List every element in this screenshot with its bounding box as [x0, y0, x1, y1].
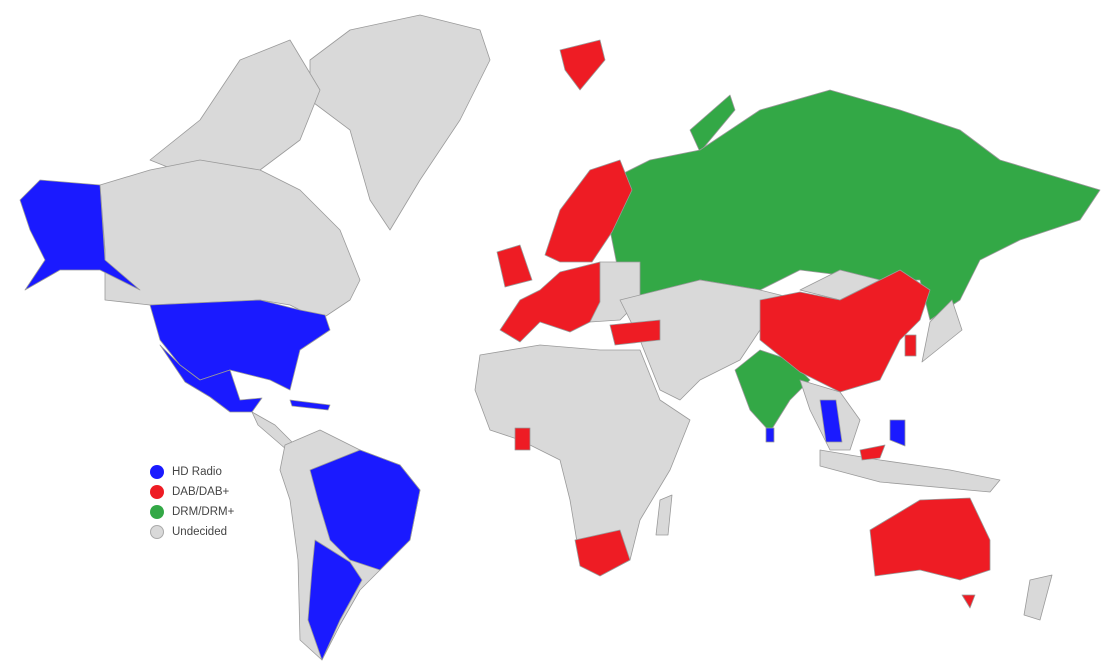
drm-swatch-icon: [150, 505, 164, 519]
region-brunei-malaysia: [859, 444, 886, 461]
region-caribbean: [289, 399, 331, 411]
region-south-africa: [574, 529, 631, 577]
region-philippines: [889, 419, 906, 447]
hd-radio-swatch-icon: [150, 465, 164, 479]
region-madagascar: [655, 494, 673, 536]
region-indonesia: [819, 449, 1001, 493]
region-sri-lanka: [765, 427, 775, 443]
region-australia: [869, 497, 991, 581]
region-thailand: [819, 399, 843, 443]
legend-item-undecided: Undecided: [150, 522, 234, 542]
region-arctic-islands: [149, 39, 321, 181]
region-mexico: [159, 344, 263, 413]
region-middle-east-central-asia: [619, 279, 801, 401]
region-scandinavia: [544, 159, 633, 263]
region-india: [734, 349, 811, 433]
undecided-swatch-icon: [150, 525, 164, 539]
region-new-zealand: [1023, 574, 1053, 621]
region-tasmania: [961, 594, 976, 609]
legend-item-hd-radio: HD Radio: [150, 462, 234, 482]
region-korea: [904, 334, 917, 357]
legend-item-dab: DAB/DAB+: [150, 482, 234, 502]
region-uk: [496, 244, 533, 288]
region-argentina: [307, 539, 363, 661]
legend: HD Radio DAB/DAB+ DRM/DRM+ Undecided: [150, 462, 234, 542]
legend-label: HD Radio: [172, 466, 222, 478]
region-usa: [149, 299, 331, 391]
legend-label: Undecided: [172, 526, 227, 538]
region-greenland: [309, 14, 491, 231]
region-canada: [99, 159, 361, 321]
region-ghana: [514, 427, 531, 451]
dab-swatch-icon: [150, 485, 164, 499]
legend-item-drm: DRM/DRM+: [150, 502, 234, 522]
region-japan: [921, 299, 963, 363]
region-brazil: [309, 449, 421, 571]
region-novaya-zemlya: [689, 94, 736, 153]
legend-label: DRM/DRM+: [172, 506, 235, 518]
region-china: [759, 269, 931, 393]
region-turkey: [609, 319, 661, 346]
legend-label: DAB/DAB+: [172, 486, 230, 498]
region-alaska: [19, 179, 141, 291]
region-svalbard: [559, 39, 606, 91]
